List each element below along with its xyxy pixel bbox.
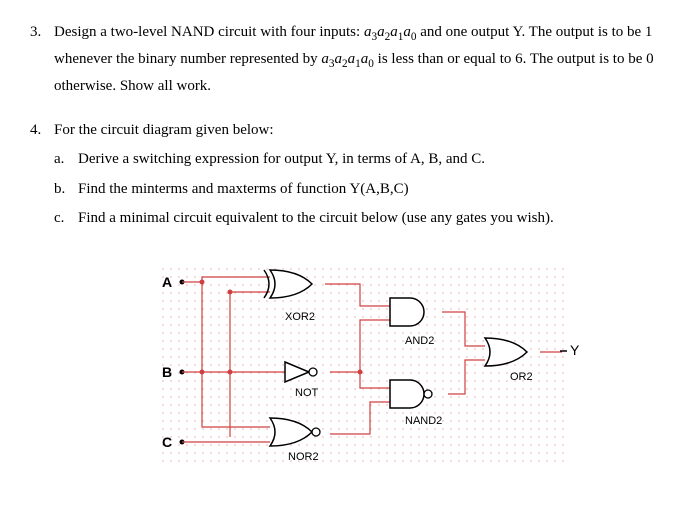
- p3-line1b: and one output Y. The output is to: [416, 24, 623, 40]
- svg-text:OR2: OR2: [510, 371, 533, 383]
- p3-var2: a3a2a1a0: [321, 51, 374, 67]
- p4-c-label: c.: [54, 206, 78, 232]
- p4-intro: For the circuit diagram given below:: [54, 118, 670, 144]
- svg-text:C: C: [162, 434, 172, 450]
- problem-3-body: Design a two-level NAND circuit with fou…: [54, 20, 670, 100]
- problem-4-body: For the circuit diagram given below: a. …: [54, 118, 670, 232]
- p4-b-text: Find the minterms and maxterms of functi…: [78, 177, 670, 203]
- svg-text:NAND2: NAND2: [405, 415, 442, 427]
- svg-text:Y: Y: [570, 342, 580, 358]
- svg-text:XOR2: XOR2: [285, 311, 315, 323]
- p4-a-label: a.: [54, 147, 78, 173]
- svg-text:NOR2: NOR2: [288, 451, 319, 463]
- svg-text:A: A: [162, 274, 172, 290]
- p3-line1a: Design a two-level NAND circuit with fou…: [54, 24, 364, 40]
- p4-c-text: Find a minimal circuit equivalent to the…: [78, 206, 670, 232]
- p4-b-label: b.: [54, 177, 78, 203]
- p3-var: a3a2a1a0: [364, 24, 417, 40]
- svg-text:NOT: NOT: [295, 387, 319, 399]
- circuit-svg: A B C XOR2 NOT NOR2 AND2 NAND2 OR2 Y: [130, 252, 590, 472]
- circuit-diagram: A B C XOR2 NOT NOR2 AND2 NAND2 OR2 Y: [130, 252, 670, 482]
- svg-text:AND2: AND2: [405, 335, 434, 347]
- problem-4: 4. For the circuit diagram given below: …: [30, 118, 670, 232]
- problem-4-number: 4.: [30, 118, 54, 232]
- p4-a-text: Derive a switching expression for output…: [78, 147, 670, 173]
- p3-line2b: is less than or equal to 6. The output: [374, 51, 595, 67]
- problem-3-number: 3.: [30, 20, 54, 100]
- svg-text:B: B: [162, 364, 172, 380]
- problem-3: 3. Design a two-level NAND circuit with …: [30, 20, 670, 100]
